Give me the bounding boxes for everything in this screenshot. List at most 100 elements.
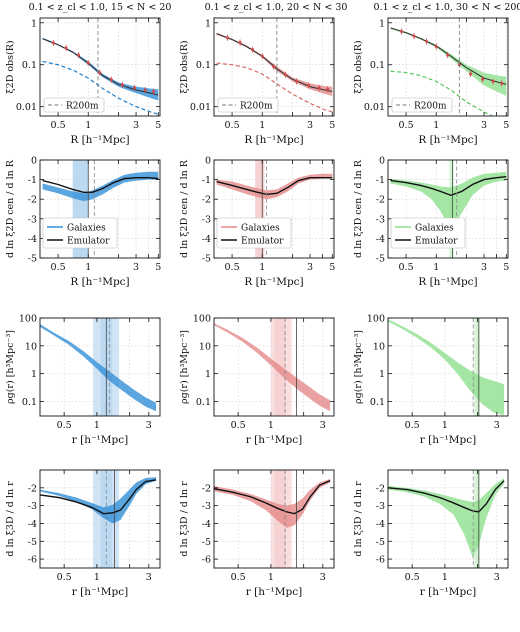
y-tick-label: 0.1: [196, 60, 211, 71]
legend-label-r200m: R200m: [240, 102, 273, 112]
x-tick-label: 0.5: [399, 120, 414, 131]
panel-row2-col3: 0.5 1 3 5 -5 -4 -3 -2 -1 0 R [h⁻¹Mpc] d ln ξ2D cen …: [353, 156, 509, 289]
rsp-region-inner: [475, 318, 479, 416]
data-point: [295, 79, 299, 83]
data-point: [317, 86, 321, 90]
x-tick-label: 0.5: [57, 420, 72, 431]
y-tick-label: -3: [202, 501, 211, 512]
axes-frame: [213, 317, 335, 417]
x-axis-label: r [h⁻¹Mpc]: [246, 434, 302, 446]
legend-label-r200m: R200m: [414, 102, 447, 112]
emulator-line: [216, 176, 333, 196]
y-axis-label: ρg(r) [h³Mpc⁻³]: [353, 330, 364, 404]
y-tick-label: -1: [202, 175, 211, 186]
y-tick-label: 1: [31, 18, 37, 29]
y-axis-label: d ln ξ3D / d ln r: [179, 481, 190, 557]
y-tick-label: -2: [376, 483, 385, 494]
data-point: [469, 72, 473, 76]
y-tick-label: 0.01: [364, 102, 385, 113]
legend-label-galaxies: Galaxies: [241, 224, 280, 234]
y-tick-label: 0.01: [16, 102, 37, 113]
x-tick-label: 3: [494, 572, 500, 583]
data-point: [491, 79, 495, 83]
panels-layer: 0.5 1 3 50.010.11R [h⁻¹Mpc]ξ2D obs(R)R200m0…: [5, 17, 509, 598]
y-tick-label: -1: [376, 175, 385, 186]
y-tick-label: -2: [376, 195, 385, 206]
data-point: [399, 29, 403, 33]
x-tick-label: 0.5: [405, 572, 420, 583]
x-tick-label: 5: [503, 120, 509, 131]
column-title-1: 0.1 < z_cl < 1.0, 15 < N < 20: [29, 2, 172, 13]
y-axis-label: d ln ξ3D / d ln r: [5, 481, 16, 557]
y-tick-label: 100: [19, 314, 37, 325]
x-tick-label: 5: [155, 120, 161, 131]
y-axis-label: d ln ξ2D cen / d ln R: [179, 159, 190, 258]
axes-frame: [39, 17, 161, 117]
contribution-line: [216, 62, 333, 113]
x-tick-label: 0.5: [225, 262, 240, 273]
x-axis-label: R [h⁻¹Mpc]: [418, 276, 477, 288]
y-tick-label: -3: [202, 214, 211, 225]
y-axis-label: d ln ξ3D / d ln r: [353, 481, 364, 557]
y-tick-label: -3: [376, 501, 385, 512]
contribution-line: [42, 60, 159, 115]
y-tick-label: 0: [379, 156, 385, 167]
y-tick-label: -6: [202, 555, 211, 566]
data-point: [121, 83, 125, 87]
y-axis-label: ξ2D obs(R): [5, 40, 16, 93]
y-tick-label: 100: [193, 314, 211, 325]
plot-area: [388, 470, 508, 568]
data-point: [307, 83, 311, 87]
y-tick-label: 100: [367, 314, 385, 325]
data-point: [272, 65, 276, 69]
x-tick-label: 0.5: [231, 572, 246, 583]
x-tick-label: 5: [503, 262, 509, 273]
y-tick-label: -4: [376, 519, 385, 530]
data-point: [133, 86, 137, 90]
x-tick-label: 5: [155, 262, 161, 273]
y-tick-label: -5: [28, 254, 37, 265]
panel-row2-col2: 0.5 1 3 5 -5 -4 -3 -2 -1 0 R [h⁻¹Mpc] d ln ξ2D cen …: [179, 156, 335, 289]
model-line: [42, 38, 159, 96]
y-tick-label: -4: [202, 234, 211, 245]
y-tick-label: -4: [28, 234, 37, 245]
y-tick-label: 0.01: [190, 102, 211, 113]
y-tick-label: 1: [379, 369, 385, 380]
data-point: [143, 88, 147, 92]
y-tick-label: -5: [28, 537, 37, 548]
x-tick-label: 3: [320, 420, 326, 431]
legend-label-emulator: Emulator: [241, 237, 284, 247]
y-tick-label: -4: [28, 519, 37, 530]
x-tick-label: 0.5: [405, 420, 420, 431]
y-axis-label: ξ2D obs(R): [179, 40, 190, 93]
panel-row2-col1: 0.5 1 3 5 -5 -4 -3 -2 -1 0 R [h⁻¹Mpc] d ln ξ2D cen …: [5, 156, 161, 289]
y-tick-label: -3: [28, 501, 37, 512]
panel-row1-col3: 0.5 1 3 5 0.01 0.1 1 R [h⁻¹Mpc] ξ2D obs(R) R200m: [353, 17, 509, 146]
x-tick-label: 3: [481, 120, 487, 131]
x-tick-label: 5: [329, 120, 335, 131]
y-tick-label: -3: [28, 214, 37, 225]
y-tick-label: 0: [31, 156, 37, 167]
y-tick-label: 0.1: [370, 397, 385, 408]
x-tick-label: 0.5: [225, 120, 240, 131]
legend-label-emulator: Emulator: [67, 237, 110, 247]
panel-row4-col2: 0.5 1 3 -6 -5 -4 -3 -2 r [h⁻¹Mpc] d ln ξ3D / d ln…: [179, 469, 335, 598]
x-tick-label: 0.5: [399, 262, 414, 273]
galaxies-band: [390, 171, 507, 231]
x-axis-label: r [h⁻¹Mpc]: [246, 586, 302, 598]
plot-area: [40, 318, 160, 416]
x-axis-label: R [h⁻¹Mpc]: [70, 134, 129, 146]
emulator-line: [40, 479, 157, 515]
y-tick-label: -2: [202, 195, 211, 206]
y-axis-label: ρg(r) [h³Mpc⁻³]: [5, 330, 16, 404]
emulator-line: [214, 480, 331, 515]
data-point: [412, 34, 416, 38]
x-tick-label: 3: [320, 572, 326, 583]
axes-frame: [213, 159, 335, 259]
x-tick-label: 3: [146, 572, 152, 583]
y-tick-label: -2: [202, 483, 211, 494]
emulator-line: [390, 175, 507, 197]
density-band: [388, 319, 505, 416]
x-tick-label: 1: [442, 572, 448, 583]
